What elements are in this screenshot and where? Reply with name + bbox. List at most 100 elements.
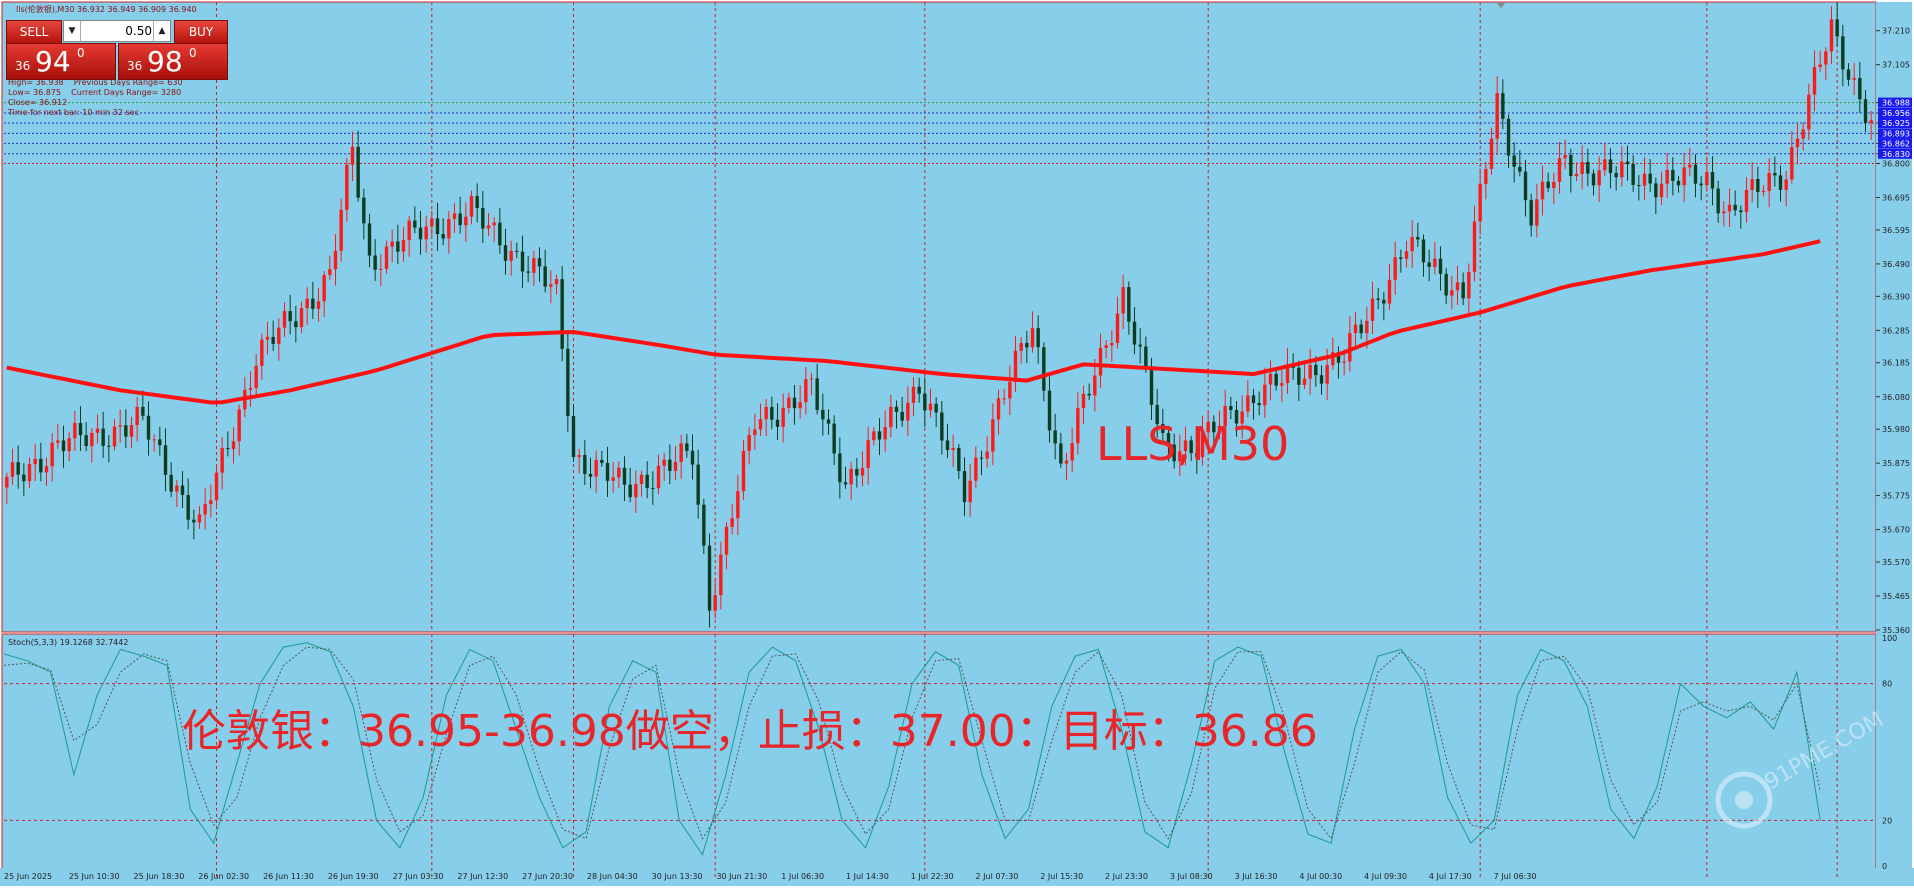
candle-body	[1393, 257, 1397, 280]
candle-body	[1047, 390, 1052, 431]
candle-body	[622, 467, 627, 485]
candle-body	[95, 428, 100, 433]
candle-body	[798, 402, 802, 409]
candle-body	[1552, 181, 1556, 188]
candle-body	[985, 451, 989, 459]
candle-body	[1846, 69, 1851, 80]
candle-body	[1625, 161, 1630, 164]
buy-price-box[interactable]: 36 98 0	[118, 43, 228, 80]
candle-body	[197, 514, 202, 523]
candle-body	[996, 398, 1001, 420]
candle-body	[991, 419, 995, 452]
candle-body	[951, 448, 955, 450]
candle-body	[362, 197, 366, 224]
stoch-tick-label: 0	[1882, 862, 1887, 871]
candle-body	[407, 220, 411, 241]
candle-body	[1172, 444, 1176, 462]
price-tick-label: 36.595	[1882, 226, 1910, 235]
candle-body	[1512, 155, 1516, 167]
candle-body	[866, 440, 870, 469]
time-tick-label: 4 Jul 17:30	[1429, 872, 1472, 881]
candle-body	[1325, 365, 1329, 384]
stoch-tick-label: 20	[1882, 816, 1892, 825]
lot-size-input[interactable]	[82, 22, 152, 40]
candle-body	[554, 279, 559, 285]
candle-body	[1195, 453, 1199, 458]
candle-body	[61, 440, 66, 452]
candle-body	[1376, 298, 1380, 300]
sell-button[interactable]: SELL	[6, 20, 62, 44]
candle-body	[690, 450, 695, 465]
candle-body	[1410, 237, 1414, 252]
candle-body	[651, 488, 655, 490]
candle-body	[1829, 19, 1834, 52]
candle-body	[1217, 425, 1222, 433]
candle-body	[186, 494, 190, 520]
candle-body	[1314, 364, 1318, 376]
candle-body	[1467, 271, 1471, 299]
stoch-panel-bg	[1, 633, 1877, 879]
candle-body	[571, 415, 576, 458]
buy-price-sup: 0	[189, 46, 197, 60]
candle-body	[1506, 118, 1511, 156]
candle-body	[815, 378, 819, 410]
candle-body	[50, 442, 54, 467]
candle-body	[475, 196, 479, 208]
ma-line	[6, 239, 1821, 405]
candle-body	[101, 428, 105, 446]
candle-body	[1427, 262, 1431, 267]
time-tick-label: 30 Jun 21:30	[716, 872, 767, 881]
time-tick-label: 2 Jul 23:30	[1105, 872, 1148, 881]
sell-price-box[interactable]: 36 94 0	[6, 43, 116, 80]
chart-title-big: LLS,M30	[1096, 417, 1289, 471]
candle-body	[855, 468, 859, 476]
candle-body	[1478, 183, 1482, 222]
symbol-line: lls(伦敦银),M30 36.932 36.949 36.909 36.940	[16, 4, 197, 14]
candle-body	[1127, 287, 1131, 322]
candle-body	[27, 464, 32, 482]
candle-body	[1042, 347, 1046, 391]
candle-body	[328, 269, 332, 275]
candle-body	[1387, 279, 1392, 304]
candle-body	[1648, 173, 1652, 184]
candle-body	[390, 241, 394, 247]
candle-body	[1274, 373, 1278, 386]
candle-body	[282, 311, 287, 328]
buy-button[interactable]: BUY	[174, 20, 228, 44]
lot-increase-arrow-icon[interactable]: ▲	[153, 21, 170, 41]
candle-body	[1433, 258, 1437, 267]
candle-body	[1161, 424, 1165, 433]
candle-body	[1370, 298, 1375, 321]
candle-body	[1206, 421, 1210, 433]
candle-body	[526, 271, 530, 273]
candle-body	[685, 443, 689, 451]
candle-body	[1212, 421, 1216, 433]
candle-body	[384, 246, 389, 269]
candle-body	[1280, 383, 1284, 386]
candle-body	[520, 251, 525, 272]
candle-body	[1586, 162, 1590, 174]
price-tick-label: 36.185	[1882, 359, 1910, 368]
candle-body	[1285, 364, 1290, 384]
candle-body	[1002, 398, 1006, 400]
candle-body	[549, 284, 553, 287]
candle-body	[917, 386, 921, 394]
candle-body	[124, 425, 128, 437]
candle-body	[900, 411, 904, 421]
price-tick-label: 35.570	[1882, 558, 1910, 567]
price-tick-label: 35.775	[1882, 492, 1910, 501]
candle-body	[1138, 344, 1142, 347]
candle-body	[1246, 395, 1250, 412]
stoch-main-line	[3, 642, 1821, 856]
candle-body	[1110, 342, 1114, 346]
lot-decrease-arrow-icon[interactable]: ▼	[64, 21, 81, 41]
candle-body	[367, 223, 372, 256]
candle-body	[305, 298, 309, 309]
candle-body	[163, 445, 168, 475]
candle-body	[464, 216, 468, 226]
candle-body	[107, 445, 111, 447]
time-tick-label: 25 Jun 2025	[4, 872, 52, 881]
time-tick-label: 26 Jun 19:30	[328, 872, 379, 881]
candle-body	[1784, 179, 1788, 190]
